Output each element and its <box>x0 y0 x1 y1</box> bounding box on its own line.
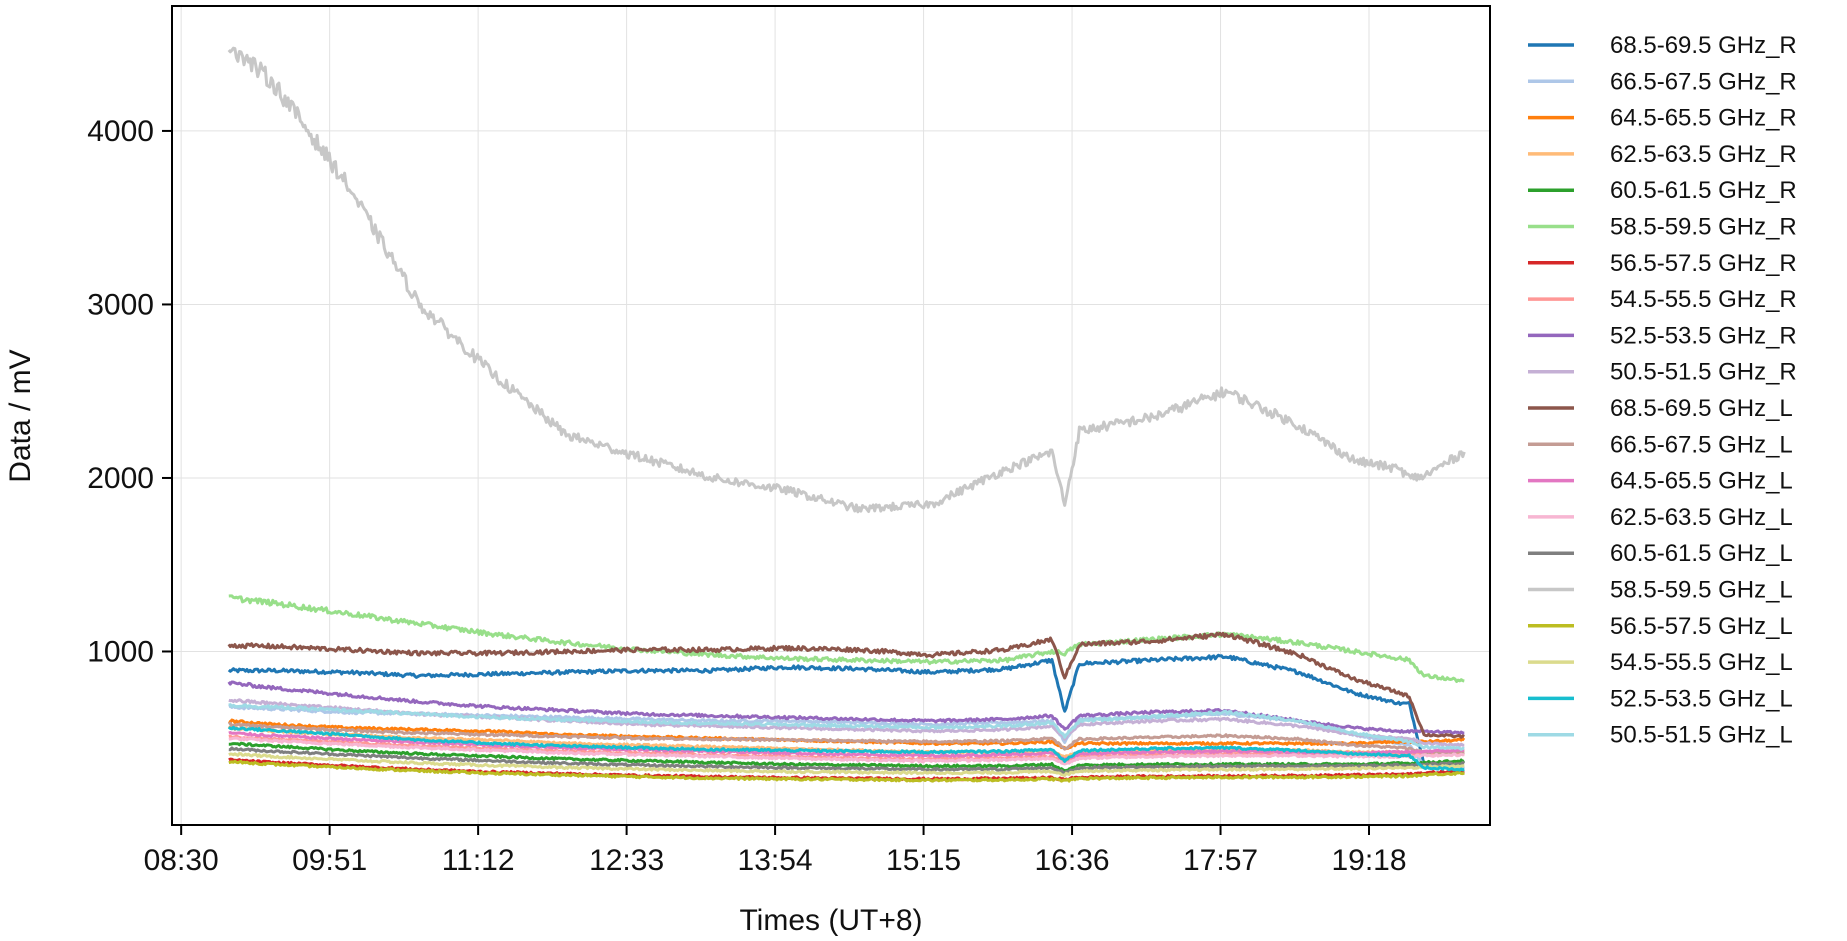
series-line <box>227 46 1466 514</box>
series-line <box>227 725 1465 772</box>
legend-label: 54.5-55.5 GHz_L <box>1610 649 1793 676</box>
legend-label: 50.5-51.5 GHz_L <box>1610 722 1793 749</box>
x-tick-label: 15:15 <box>886 844 961 877</box>
y-axis-ticks: 1000 2000 3000 4000 <box>87 115 172 668</box>
y-axis-title: Data / mV <box>4 349 37 482</box>
series-lines <box>227 46 1466 783</box>
legend-label: 66.5-67.5 GHz_L <box>1610 431 1793 458</box>
legend-label: 60.5-61.5 GHz_L <box>1610 540 1793 567</box>
series-line <box>228 746 1466 775</box>
legend-label: 66.5-67.5 GHz_R <box>1610 68 1797 95</box>
x-tick-label: 11:12 <box>442 844 515 877</box>
x-tick-label: 12:33 <box>589 844 664 877</box>
x-tick-label: 09:51 <box>292 844 367 877</box>
legend: 68.5-69.5 GHz_R 66.5-67.5 GHz_R 64.5-65.5 … <box>1528 32 1797 749</box>
legend-label: 64.5-65.5 GHz_R <box>1610 105 1797 132</box>
grid <box>172 6 1490 825</box>
legend-label: 64.5-65.5 GHz_L <box>1610 468 1793 495</box>
series-line <box>228 731 1465 762</box>
series-line <box>228 752 1465 777</box>
y-tick-label: 3000 <box>87 288 154 321</box>
legend-label: 54.5-55.5 GHz_R <box>1610 286 1797 313</box>
series-line <box>228 759 1465 783</box>
legend-label: 56.5-57.5 GHz_L <box>1610 613 1793 640</box>
legend-label: 68.5-69.5 GHz_R <box>1610 32 1797 59</box>
y-tick-label: 2000 <box>87 462 154 495</box>
series-line <box>228 736 1465 766</box>
plot-frame <box>171 5 1491 826</box>
legend-label: 50.5-51.5 GHz_R <box>1610 359 1797 386</box>
legend-label: 68.5-69.5 GHz_L <box>1610 395 1793 422</box>
legend-label: 58.5-59.5 GHz_L <box>1610 577 1793 604</box>
x-tick-label: 19:18 <box>1331 844 1406 877</box>
x-tick-label: 17:57 <box>1183 844 1258 877</box>
series-line <box>228 703 1465 751</box>
y-tick-label: 1000 <box>87 635 154 668</box>
legend-label: 60.5-61.5 GHz_R <box>1610 177 1797 204</box>
series-line <box>227 721 1465 755</box>
series-line <box>227 653 1465 770</box>
series-line <box>228 594 1465 683</box>
x-tick-label: 08:30 <box>144 844 219 877</box>
x-tick-label: 13:54 <box>738 844 813 877</box>
legend-label: 52.5-53.5 GHz_L <box>1610 685 1793 712</box>
legend-label: 58.5-59.5 GHz_R <box>1610 214 1797 241</box>
legend-label: 52.5-53.5 GHz_R <box>1610 322 1797 349</box>
legend-label: 62.5-63.5 GHz_L <box>1610 504 1793 531</box>
y-tick-label: 4000 <box>87 115 154 148</box>
legend-label: 56.5-57.5 GHz_R <box>1610 250 1797 277</box>
x-axis-title: Times (UT+8) <box>739 904 922 937</box>
legend-label: 62.5-63.5 GHz_R <box>1610 141 1797 168</box>
x-axis-ticks: 08:30 09:51 11:12 12:33 13:54 15:15 16:36 17:57… <box>144 825 1407 877</box>
series-line <box>227 631 1465 739</box>
x-tick-label: 16:36 <box>1035 844 1110 877</box>
